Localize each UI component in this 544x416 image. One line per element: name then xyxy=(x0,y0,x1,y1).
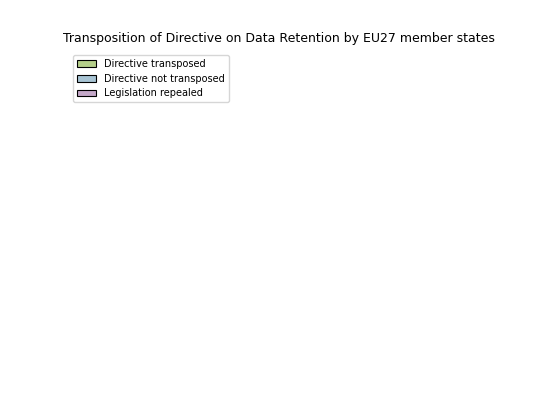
Legend: Directive transposed, Directive not transposed, Legislation repealed: Directive transposed, Directive not tran… xyxy=(73,55,228,102)
Title: Transposition of Directive on Data Retention by EU27 member states: Transposition of Directive on Data Reten… xyxy=(63,32,494,45)
